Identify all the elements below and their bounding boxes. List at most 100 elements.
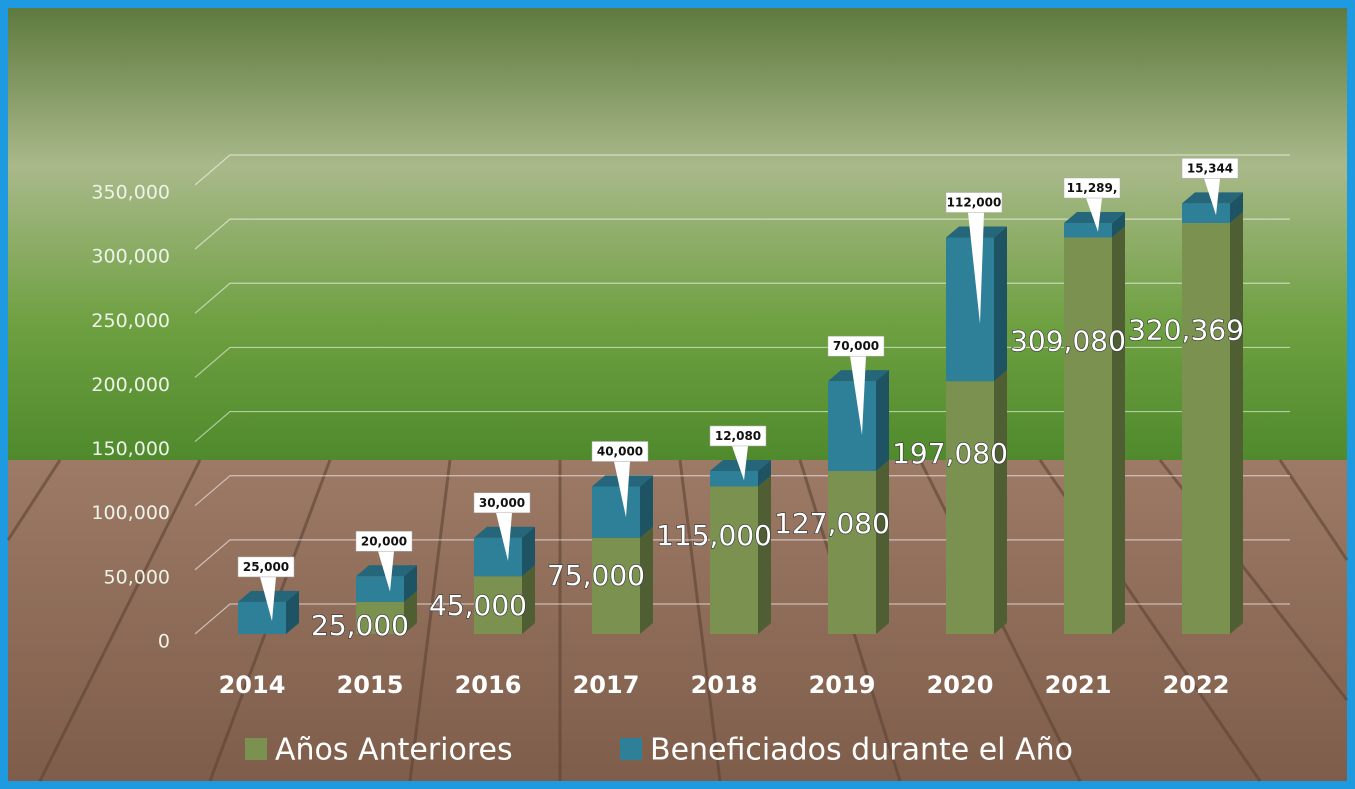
value-label: 70,000: [833, 339, 879, 353]
value-label: 11,289,: [1067, 181, 1118, 195]
bar-side: [1112, 226, 1125, 634]
bar-side: [1230, 192, 1243, 224]
value-label: 309,080: [1010, 325, 1126, 358]
callout-pointer: [1086, 198, 1102, 232]
y-tick-label: 150,000: [91, 438, 170, 460]
bar-segment: [592, 475, 653, 538]
bar-segment: [946, 370, 1007, 634]
bar-front: [474, 537, 522, 577]
x-tick-label: 2020: [927, 671, 994, 699]
bar-side: [994, 226, 1007, 382]
bar-front: [828, 381, 876, 471]
grid-line: [194, 475, 1290, 507]
y-tick-label: 100,000: [91, 502, 170, 524]
bar-segment: [1182, 212, 1243, 635]
callout-pointer: [496, 512, 512, 561]
legend-label: Años Anteriores: [275, 733, 513, 768]
y-tick-label: 350,000: [91, 182, 170, 204]
bar-front: [1182, 203, 1230, 224]
callout-box: [591, 441, 649, 462]
bar-segment: [1064, 226, 1125, 634]
x-tick-label: 2022: [1163, 671, 1230, 699]
callout-pointer: [968, 212, 984, 324]
bar-front: [592, 537, 640, 634]
value-label: 45,000: [429, 589, 527, 622]
callout-pointer: [732, 445, 748, 481]
x-tick-label: 2015: [337, 671, 404, 699]
bar-front: [238, 601, 286, 634]
bar-side: [522, 565, 535, 634]
callout-pointer: [614, 461, 630, 518]
bar-side: [876, 370, 889, 471]
bar-front: [356, 601, 404, 634]
bar-side: [1230, 212, 1243, 635]
bar-segment: [946, 226, 1007, 382]
grid-line: [194, 282, 1290, 314]
value-label: 25,000: [311, 609, 409, 642]
bar-segment: [238, 590, 299, 634]
callout-box: [945, 192, 1003, 213]
callout-box: [827, 335, 885, 357]
bar-front: [828, 470, 876, 634]
callout-box: [237, 556, 295, 578]
bar-side: [404, 565, 417, 602]
bar-front: [1064, 237, 1112, 634]
value-label: 30,000: [479, 496, 525, 510]
value-label: 320,369: [1128, 313, 1244, 346]
callout-box: [355, 531, 413, 552]
y-tick-label: 200,000: [91, 374, 170, 396]
bar-side: [758, 475, 771, 634]
bar-segment: [828, 370, 889, 471]
y-tick-label: 300,000: [91, 246, 170, 268]
value-label: 112,000: [947, 195, 1002, 209]
callout-box: [709, 425, 767, 447]
bar-side: [876, 459, 889, 634]
x-tick-label: 2017: [573, 671, 640, 699]
value-label: 127,080: [774, 507, 890, 540]
bar-side: [286, 590, 299, 634]
bar-segment: [828, 459, 889, 634]
y-tick-label: 250,000: [91, 310, 170, 332]
bar-front: [710, 470, 758, 487]
callout-box: [1181, 158, 1239, 179]
value-label: 15,344: [1187, 161, 1233, 175]
x-tick-label: 2019: [809, 671, 876, 699]
value-label: 40,000: [597, 444, 643, 458]
background-top: [8, 8, 1347, 460]
bar-segment: [1064, 212, 1125, 238]
grid-line: [194, 346, 1290, 378]
grid-line: [194, 539, 1290, 571]
bar-front: [946, 381, 994, 634]
value-label: 25,000: [243, 560, 289, 574]
bar-side: [758, 459, 771, 487]
legend-swatch: [245, 738, 267, 760]
legend-label: Beneficiados durante el Año: [650, 733, 1073, 768]
value-label: 75,000: [547, 559, 645, 592]
bar-front: [474, 576, 522, 634]
bar-front: [592, 486, 640, 538]
value-label: 197,080: [892, 437, 1008, 470]
value-label: 115,000: [656, 519, 772, 552]
x-tick-label: 2021: [1045, 671, 1112, 699]
grid-line: [194, 603, 1290, 635]
bar-side: [640, 526, 653, 634]
callout-pointer: [1204, 178, 1220, 216]
bar-side: [640, 475, 653, 538]
x-tick-label: 2016: [455, 671, 522, 699]
y-tick-label: 50,000: [104, 566, 170, 588]
bar-front: [1182, 223, 1230, 635]
bar-front: [1064, 223, 1112, 238]
bar-side: [994, 370, 1007, 634]
value-label: 12,080: [715, 429, 761, 443]
grid-line: [194, 410, 1290, 443]
grid-line: [194, 218, 1290, 250]
x-tick-label: 2014: [219, 671, 286, 699]
x-tick-label: 2018: [691, 671, 758, 699]
callout-pointer: [260, 576, 276, 622]
bar-front: [710, 486, 758, 634]
value-label: 20,000: [361, 534, 407, 548]
bar-segment: [474, 526, 535, 577]
bar-front: [356, 576, 404, 602]
bar-segment: [710, 475, 771, 634]
